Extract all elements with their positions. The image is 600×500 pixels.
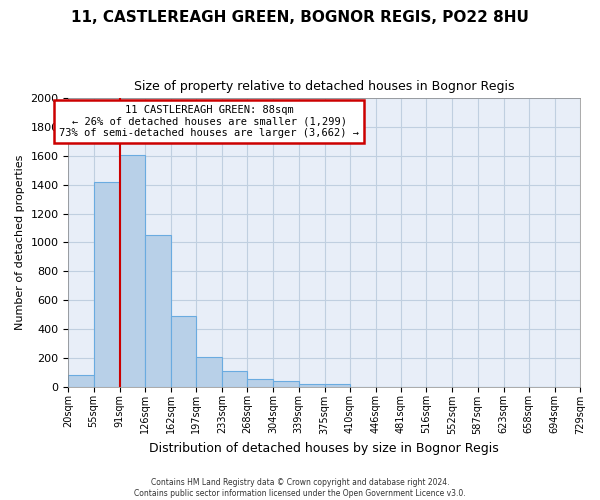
- Bar: [94, 182, 119, 386]
- Bar: [171, 316, 196, 386]
- Text: Contains HM Land Registry data © Crown copyright and database right 2024.
Contai: Contains HM Land Registry data © Crown c…: [134, 478, 466, 498]
- Y-axis label: Number of detached properties: Number of detached properties: [15, 154, 25, 330]
- Bar: [145, 235, 171, 386]
- Bar: [274, 382, 299, 386]
- X-axis label: Distribution of detached houses by size in Bognor Regis: Distribution of detached houses by size …: [149, 442, 499, 455]
- Text: 11, CASTLEREAGH GREEN, BOGNOR REGIS, PO22 8HU: 11, CASTLEREAGH GREEN, BOGNOR REGIS, PO2…: [71, 10, 529, 25]
- Bar: [299, 384, 325, 386]
- Bar: [196, 357, 222, 386]
- Title: Size of property relative to detached houses in Bognor Regis: Size of property relative to detached ho…: [134, 80, 514, 93]
- Bar: [247, 380, 274, 386]
- Bar: [222, 372, 247, 386]
- Bar: [68, 375, 94, 386]
- Bar: [119, 154, 145, 386]
- Bar: [325, 384, 350, 386]
- Text: 11 CASTLEREAGH GREEN: 88sqm
← 26% of detached houses are smaller (1,299)
73% of : 11 CASTLEREAGH GREEN: 88sqm ← 26% of det…: [59, 105, 359, 138]
